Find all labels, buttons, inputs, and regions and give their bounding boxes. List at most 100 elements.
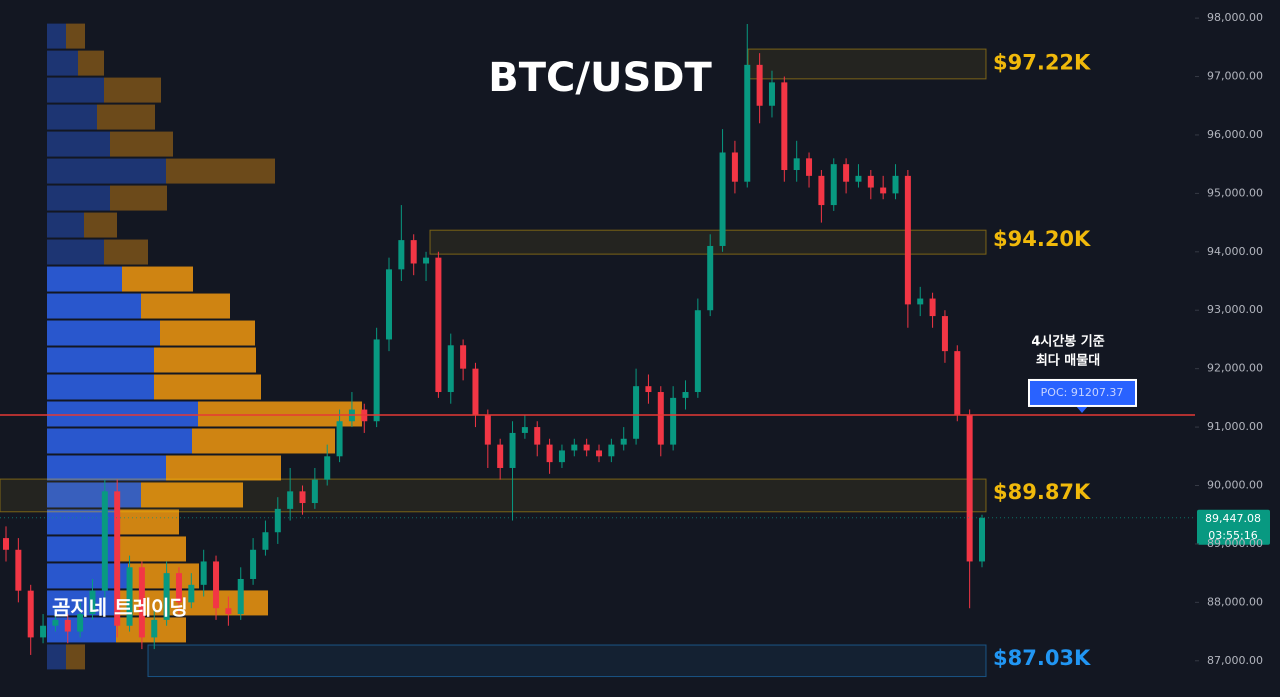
- candle-body: [311, 479, 318, 504]
- profile-buy: [47, 104, 97, 130]
- level-label: $94.20K: [993, 227, 1091, 251]
- profile-buy: [47, 77, 104, 103]
- profile-buy: [47, 428, 192, 454]
- candle-body: [558, 450, 565, 463]
- profile-buy: [47, 482, 141, 508]
- last-price-tag: [1197, 509, 1270, 545]
- candle-body: [707, 245, 714, 311]
- profile-buy: [47, 212, 84, 238]
- candle-body: [731, 152, 738, 182]
- poc-pointer: [1076, 405, 1088, 413]
- y-tick-label: 91,000.00: [1207, 420, 1263, 433]
- candle-body: [497, 444, 504, 468]
- candle-body: [571, 444, 578, 451]
- candle-body: [608, 444, 615, 457]
- profile-sell: [84, 212, 117, 238]
- profile-sell: [116, 536, 186, 562]
- candle-body: [64, 619, 71, 632]
- profile-sell: [141, 482, 243, 508]
- candle-body: [633, 386, 640, 439]
- y-tick-label: 88,000.00: [1207, 595, 1263, 608]
- candle-body: [645, 386, 652, 393]
- candle-body: [89, 590, 96, 615]
- y-tick-label: 90,000.00: [1207, 479, 1263, 492]
- candle-body: [15, 549, 22, 591]
- level-label: $87.03K: [993, 646, 1091, 670]
- candle-body: [843, 164, 850, 182]
- profile-sell: [116, 617, 186, 643]
- candle-body: [324, 456, 331, 480]
- candle-body: [855, 175, 862, 182]
- profile-sell: [141, 293, 230, 319]
- candle-body: [151, 619, 158, 638]
- candle-body: [596, 450, 603, 457]
- candle-body: [188, 584, 195, 603]
- candle-body: [929, 298, 936, 317]
- profile-sell: [154, 347, 256, 373]
- profile-sell: [160, 320, 255, 346]
- level-label: $89.87K: [993, 480, 1091, 504]
- y-tick-label: 98,000.00: [1207, 11, 1263, 24]
- candle-body: [126, 567, 133, 626]
- candle-body: [880, 187, 887, 194]
- candle-body: [941, 316, 948, 352]
- last-price-label: 89,447.08: [1205, 512, 1261, 525]
- candle-body: [806, 158, 813, 176]
- candle-body: [954, 351, 961, 416]
- candle-body: [274, 508, 281, 533]
- profile-buy: [47, 293, 141, 319]
- profile-buy: [47, 131, 110, 157]
- chart-title: BTC/USDT: [488, 55, 712, 101]
- profile-buy: [47, 320, 160, 346]
- candle-body: [175, 573, 182, 603]
- profile-sell: [110, 185, 167, 211]
- candle-body: [484, 415, 491, 445]
- profile-buy: [47, 185, 110, 211]
- profile-sell: [166, 158, 275, 184]
- profile-sell: [104, 77, 161, 103]
- candle-body: [534, 427, 541, 445]
- profile-buy: [47, 23, 66, 49]
- poc-box: [1028, 378, 1137, 407]
- candle-body: [77, 614, 84, 632]
- y-tick-label: 87,000.00: [1207, 654, 1263, 667]
- candle-body: [620, 438, 627, 445]
- candle-body: [781, 82, 788, 171]
- countdown: 03:55:16: [1208, 529, 1257, 542]
- candle-body: [336, 421, 343, 457]
- candle-body: [472, 368, 479, 416]
- candle-body: [373, 339, 380, 422]
- candle-body: [460, 345, 467, 369]
- profile-buy: [47, 347, 154, 373]
- profile-sell: [66, 644, 85, 670]
- candle-body: [27, 590, 34, 638]
- y-tick-label: 93,000.00: [1207, 303, 1263, 316]
- profile-buy: [47, 239, 104, 265]
- profile-buy: [47, 374, 154, 400]
- y-tick-label: 97,000.00: [1207, 70, 1263, 83]
- candle-body: [435, 257, 442, 393]
- profile-sell: [198, 401, 362, 427]
- zones: $97.22K $94.20K $89.87K $87.03K: [0, 48, 1091, 678]
- candle-body: [385, 269, 392, 340]
- profile-sell: [104, 239, 148, 265]
- y-tick-label: 92,000.00: [1207, 362, 1263, 375]
- candle-body: [250, 549, 257, 579]
- y-tick-label: 94,000.00: [1207, 245, 1263, 258]
- candle-body: [979, 517, 985, 562]
- y-tick-label: 96,000.00: [1207, 128, 1263, 141]
- profile-sell: [97, 104, 155, 130]
- profile-buy: [47, 644, 66, 670]
- price-zone: [0, 478, 987, 513]
- profile-sell: [110, 131, 173, 157]
- profile-sell: [66, 23, 85, 49]
- y-tick-label: 89,000.00: [1207, 537, 1263, 550]
- candle-body: [200, 561, 207, 585]
- candle-body: [101, 491, 108, 591]
- candle-body: [830, 164, 837, 206]
- candle-body: [213, 561, 220, 609]
- candle-body: [793, 158, 800, 171]
